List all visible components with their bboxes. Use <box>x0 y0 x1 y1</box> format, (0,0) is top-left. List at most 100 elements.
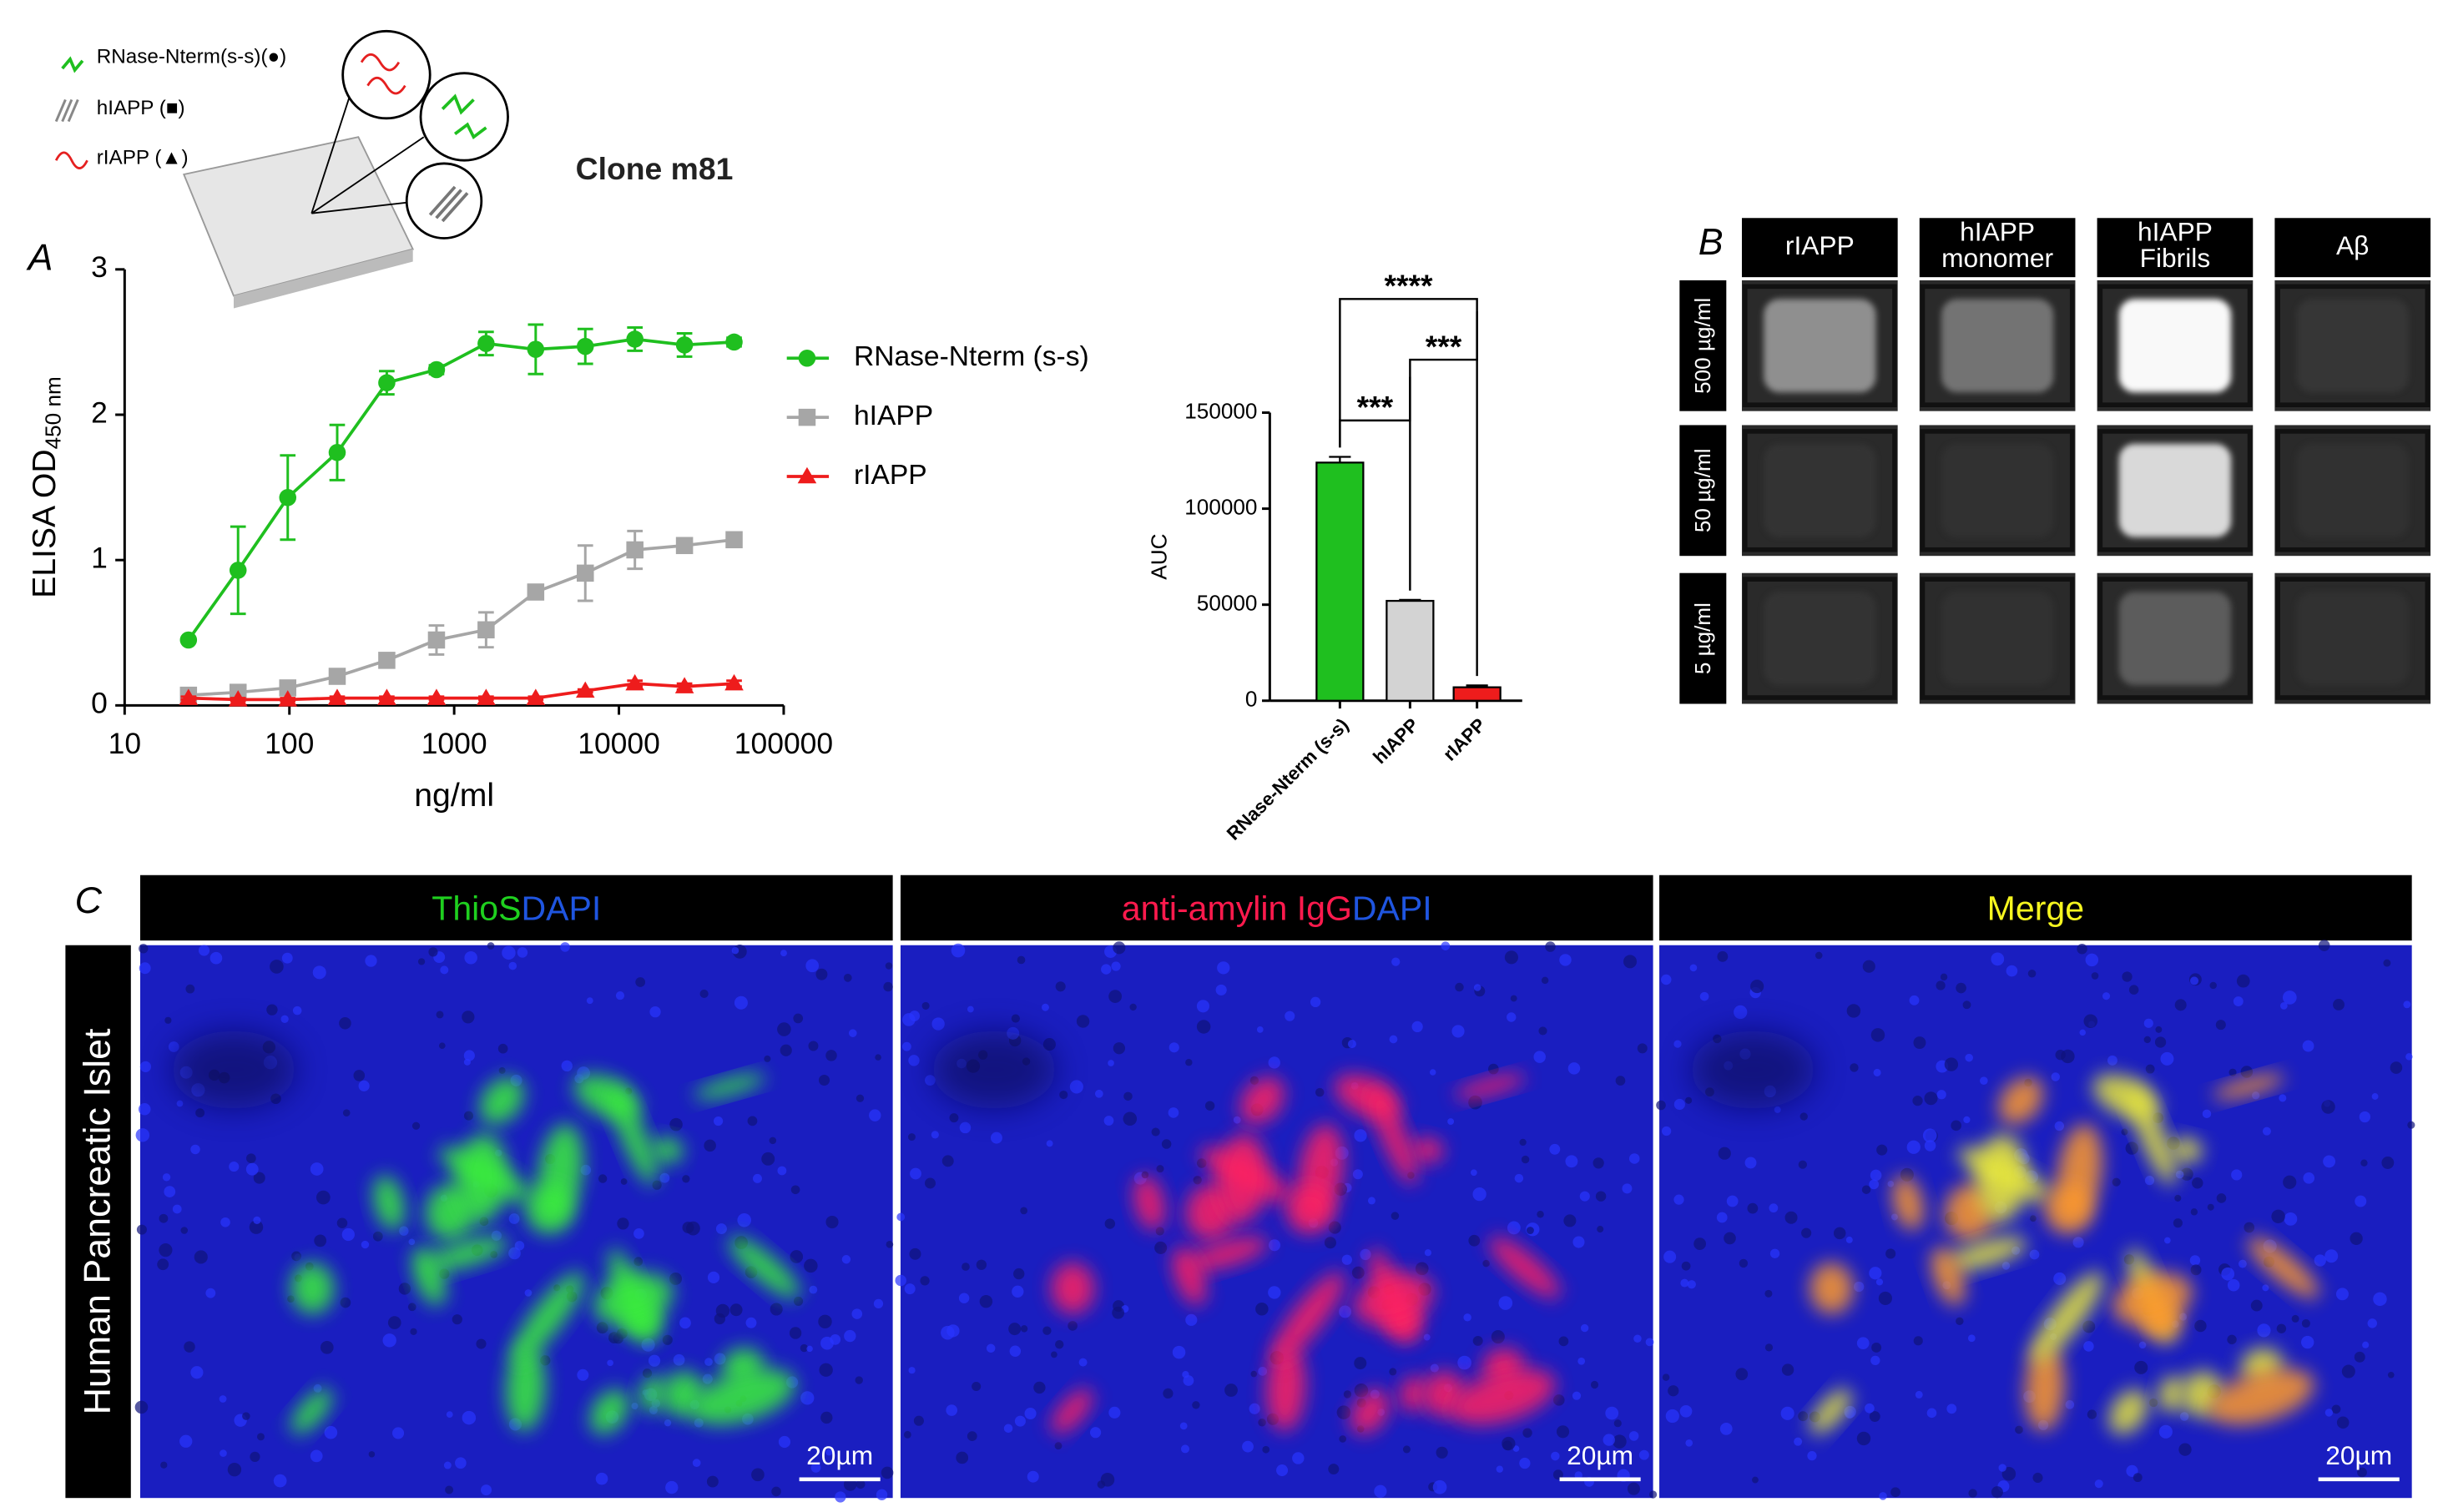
nucleus <box>417 958 426 965</box>
nucleus <box>843 973 852 982</box>
nucleus <box>903 1430 911 1439</box>
stain-blob <box>290 1389 333 1434</box>
nucleus <box>2143 1036 2151 1044</box>
marker <box>625 673 644 691</box>
stain-blob <box>1369 1085 1417 1186</box>
dot-blot-spot <box>1941 443 2054 537</box>
nucleus <box>463 1058 471 1066</box>
nucleus <box>168 1041 179 1052</box>
marker <box>179 631 198 649</box>
nucleus <box>2102 992 2111 1000</box>
nucleus <box>1519 1457 1531 1469</box>
nucleus <box>1944 1057 1959 1071</box>
y-tick-label: 100000 <box>1184 495 1257 520</box>
nucleus <box>804 1258 818 1273</box>
nucleus <box>1912 1096 1923 1106</box>
icon-hiapp <box>428 185 469 223</box>
nucleus <box>967 1005 974 1013</box>
nucleus <box>273 1474 287 1488</box>
dot-blot-spot <box>1764 443 1876 537</box>
nucleus <box>1512 1445 1520 1452</box>
dot-blot-spot <box>1764 592 1876 686</box>
nucleus <box>220 1217 230 1227</box>
nucleus <box>1180 1444 1189 1454</box>
nucleus <box>1572 1236 1585 1248</box>
nucleus <box>1764 1289 1773 1298</box>
x-tick-label: 10000 <box>578 727 660 760</box>
nucleus <box>2189 1255 2201 1266</box>
nucleus <box>1103 1116 1114 1126</box>
nucleus <box>438 1042 446 1050</box>
panel-header: Merge <box>1987 890 2084 928</box>
nucleus <box>1553 1394 1565 1406</box>
nucleus <box>620 1178 628 1185</box>
row-header-box <box>1679 280 1727 411</box>
nucleus <box>1590 1380 1599 1389</box>
nucleus <box>2227 1334 2237 1345</box>
nucleus <box>1051 1351 1057 1358</box>
nucleus <box>2216 1193 2227 1203</box>
nucleus <box>2190 1208 2198 1216</box>
nucleus <box>715 1223 727 1235</box>
nucleus <box>2128 985 2139 995</box>
stain-blob <box>1976 1133 2027 1223</box>
nucleus <box>410 1328 417 1335</box>
nucleus <box>1924 1140 1936 1152</box>
nucleus <box>2122 971 2133 982</box>
nucleus <box>2323 1155 2336 1168</box>
nucleus <box>1798 1160 1807 1169</box>
nucleus <box>1870 1028 1885 1042</box>
nucleus <box>1799 1112 1808 1121</box>
nucleus <box>455 1457 467 1469</box>
nucleus <box>341 1227 355 1242</box>
nucleus <box>577 1368 589 1381</box>
nucleus <box>176 1100 184 1107</box>
nucleus <box>1846 1004 1861 1018</box>
dot-blot-grid <box>2097 284 2253 407</box>
column-header: rIAPP <box>1785 230 1855 260</box>
nucleus <box>320 1340 334 1354</box>
nucleus <box>1328 1221 1341 1234</box>
nucleus <box>162 1173 171 1182</box>
significance-label: *** <box>1357 390 1394 425</box>
nucleus <box>896 1212 906 1222</box>
nucleus <box>607 1359 613 1367</box>
nucleus <box>1451 1025 1465 1038</box>
nucleus <box>1204 1101 1215 1111</box>
nucleus <box>185 984 195 994</box>
nucleus <box>714 1353 726 1365</box>
nucleus <box>830 1333 841 1345</box>
nucleus <box>2051 1072 2061 1081</box>
nucleus <box>387 1316 401 1329</box>
nucleus <box>2407 1121 2415 1129</box>
stain-blob <box>1931 1247 1966 1306</box>
nucleus <box>2390 1061 2403 1074</box>
y-tick-label: 0 <box>91 687 108 720</box>
nucleus <box>2244 1222 2255 1233</box>
stain-blob <box>694 1074 765 1100</box>
nucleus <box>246 1153 256 1163</box>
dot-blot-spot <box>2118 443 2232 537</box>
marker <box>576 564 594 582</box>
nucleus <box>1572 1391 1582 1400</box>
nucleus <box>1429 1069 1436 1076</box>
nucleus <box>2240 1066 2254 1078</box>
nucleus <box>1256 1026 1264 1033</box>
nucleus <box>1963 1116 1971 1124</box>
dot-blot-spot <box>2118 299 2232 393</box>
nucleus <box>2207 1203 2214 1211</box>
nucleus <box>398 1283 411 1295</box>
nucleus <box>886 1240 894 1248</box>
nucleus <box>524 1289 533 1297</box>
nucleus <box>361 1240 370 1249</box>
nucleus <box>2145 1064 2155 1074</box>
nucleus <box>962 1263 970 1271</box>
nucleus <box>1339 1435 1347 1443</box>
nucleus <box>1328 1464 1340 1475</box>
nucleus <box>2087 1409 2097 1419</box>
nucleus <box>925 1075 936 1086</box>
nucleus <box>1549 1143 1561 1155</box>
marker <box>378 374 396 391</box>
nucleus <box>1862 960 1875 973</box>
